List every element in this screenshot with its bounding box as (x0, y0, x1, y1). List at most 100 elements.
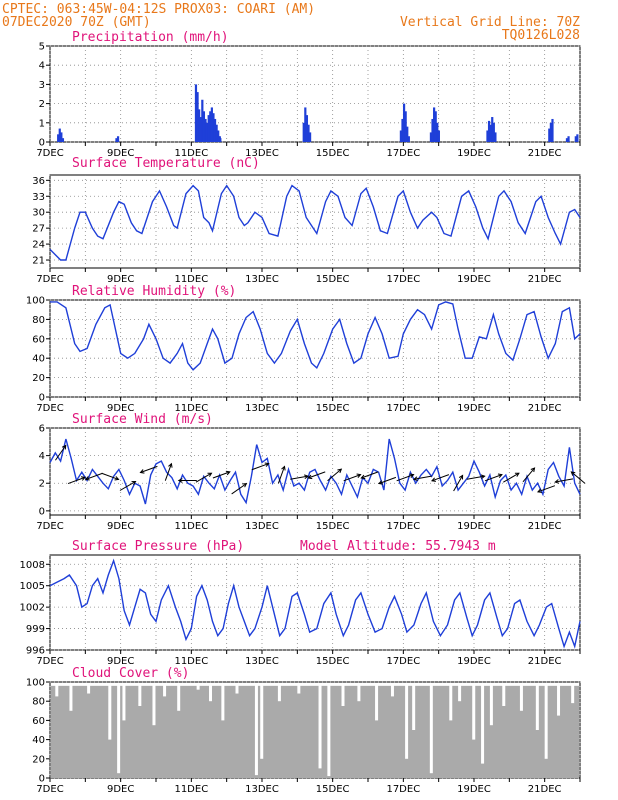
x-tick-label: 17DEC (386, 274, 420, 285)
y-tick-label: 100 (26, 296, 45, 307)
cloud-gap (87, 684, 91, 694)
wind-arrow-head (360, 474, 366, 480)
wind-arrow-shaft (413, 475, 432, 480)
x-tick-label: 21DEC (528, 521, 562, 532)
cloud-gap (519, 684, 523, 711)
wind-arrow (164, 462, 173, 481)
wind-arrow (327, 468, 343, 482)
wind-arrow (360, 471, 379, 480)
y-tick-label: 0 (39, 138, 45, 149)
x-tick-label: 15DEC (316, 521, 350, 532)
wind-arrow (377, 476, 397, 485)
wind-arrow-head (430, 477, 437, 482)
x-tick-label: 9DEC (107, 274, 134, 285)
cloud-gap (429, 684, 433, 774)
cloud-gap (375, 684, 379, 721)
y-tick-label: 0 (39, 506, 45, 517)
y-tick-label: 60 (32, 334, 45, 345)
x-tick-label: 15DEC (316, 403, 350, 414)
cloud-gap (254, 684, 258, 776)
wind-arrow-head (554, 479, 560, 484)
wind-arrow-head (281, 465, 286, 471)
precip-bar (308, 132, 312, 142)
precip-bar (574, 136, 577, 142)
wind-arrow-head (264, 462, 270, 467)
wind-arrow-shaft (290, 475, 309, 480)
wind-arrow-head (131, 480, 137, 486)
wind-arrow-head (458, 474, 464, 480)
wind-arrow-head (139, 469, 145, 474)
x-tick-label: 11DEC (174, 403, 208, 414)
cloud-gap (341, 684, 345, 706)
panel-annotation: Model Altitude: 55.7943 m (300, 539, 496, 554)
precip-bar (217, 130, 220, 142)
precip-bar (437, 130, 440, 142)
x-tick-label: 21DEC (528, 784, 562, 795)
panel-frame (49, 45, 581, 143)
wind-arrow-shaft (378, 476, 397, 485)
wind-arrow-head (377, 480, 384, 485)
precip-bar (198, 109, 201, 142)
wind-arrow-shaft (361, 471, 379, 479)
wind-arrow (84, 472, 103, 481)
cloud-gap (405, 684, 409, 759)
y-tick-label: 5 (39, 42, 45, 53)
wind-arrow-head (168, 462, 173, 468)
x-tick-label: 7DEC (36, 403, 63, 414)
cloud-gap (472, 684, 476, 740)
x-tick-label: 13DEC (245, 521, 279, 532)
precip-bar (401, 118, 404, 142)
x-tick-label: 11DEC (174, 521, 208, 532)
wind-arrow-shaft (537, 485, 556, 493)
x-tick-label: 13DEC (245, 403, 279, 414)
panel-1: Surface Temperature (nC) 21 24 27 30 33 36 7DEC… (32, 156, 581, 285)
wind-arrow-head (80, 476, 86, 481)
x-tick-label: 7DEC (36, 784, 63, 795)
wind-arrow-head (514, 472, 520, 477)
wind-arrow-head (207, 472, 213, 477)
wind-arrow-shaft (55, 445, 67, 461)
y-tick-label: 40 (32, 735, 45, 746)
panels: Precipitation (mm/h) 0 1 2 3 4 5 7DEC 9DEC 11DEC 1… (20, 30, 586, 795)
wind-arrow-head (304, 474, 309, 480)
wind-arrow-shaft (308, 471, 326, 479)
wind-arrow-head (177, 478, 183, 483)
precip-bar (489, 124, 492, 142)
cloud-gap (138, 684, 142, 706)
cloud-gap (535, 684, 539, 730)
precip-bar (494, 132, 497, 142)
wind-arrow-head (61, 444, 67, 450)
wind-arrow-shaft (140, 465, 158, 473)
wind-arrow (195, 472, 213, 483)
precip-bar (486, 130, 489, 142)
precip-bar (567, 136, 570, 142)
y-tick-label: 60 (32, 716, 45, 727)
wind-arrow-head (114, 476, 120, 481)
precip-bar (196, 92, 199, 142)
y-tick-label: 0 (39, 774, 45, 785)
cloud-gap (571, 684, 575, 704)
precip-bar (551, 118, 554, 142)
cloud-gap (318, 684, 322, 769)
precip-bar (307, 124, 310, 142)
wind-arrow (67, 476, 86, 485)
precip-bar (209, 111, 212, 142)
precip-bar (548, 128, 551, 142)
y-tick-label: 30 (32, 208, 45, 219)
panel-frame (49, 299, 581, 398)
precip-bar (58, 128, 61, 142)
wind-arrow (396, 473, 415, 482)
wind-arrow (503, 472, 520, 483)
series-line (49, 438, 581, 505)
x-tick-label: 17DEC (386, 403, 420, 414)
cloud-gap (122, 684, 126, 721)
y-tick-label: 2 (39, 99, 45, 110)
precip-bar (436, 122, 439, 142)
cloud-gap (69, 684, 73, 711)
precip-bar (492, 122, 495, 142)
wind-arrow (55, 444, 67, 461)
panel-frame (49, 427, 581, 516)
panel-0: Precipitation (mm/h) 0 1 2 3 4 5 7DEC 9DEC 11DEC 1… (36, 30, 581, 159)
x-tick-label: 19DEC (457, 403, 491, 414)
precip-bar (565, 138, 569, 142)
